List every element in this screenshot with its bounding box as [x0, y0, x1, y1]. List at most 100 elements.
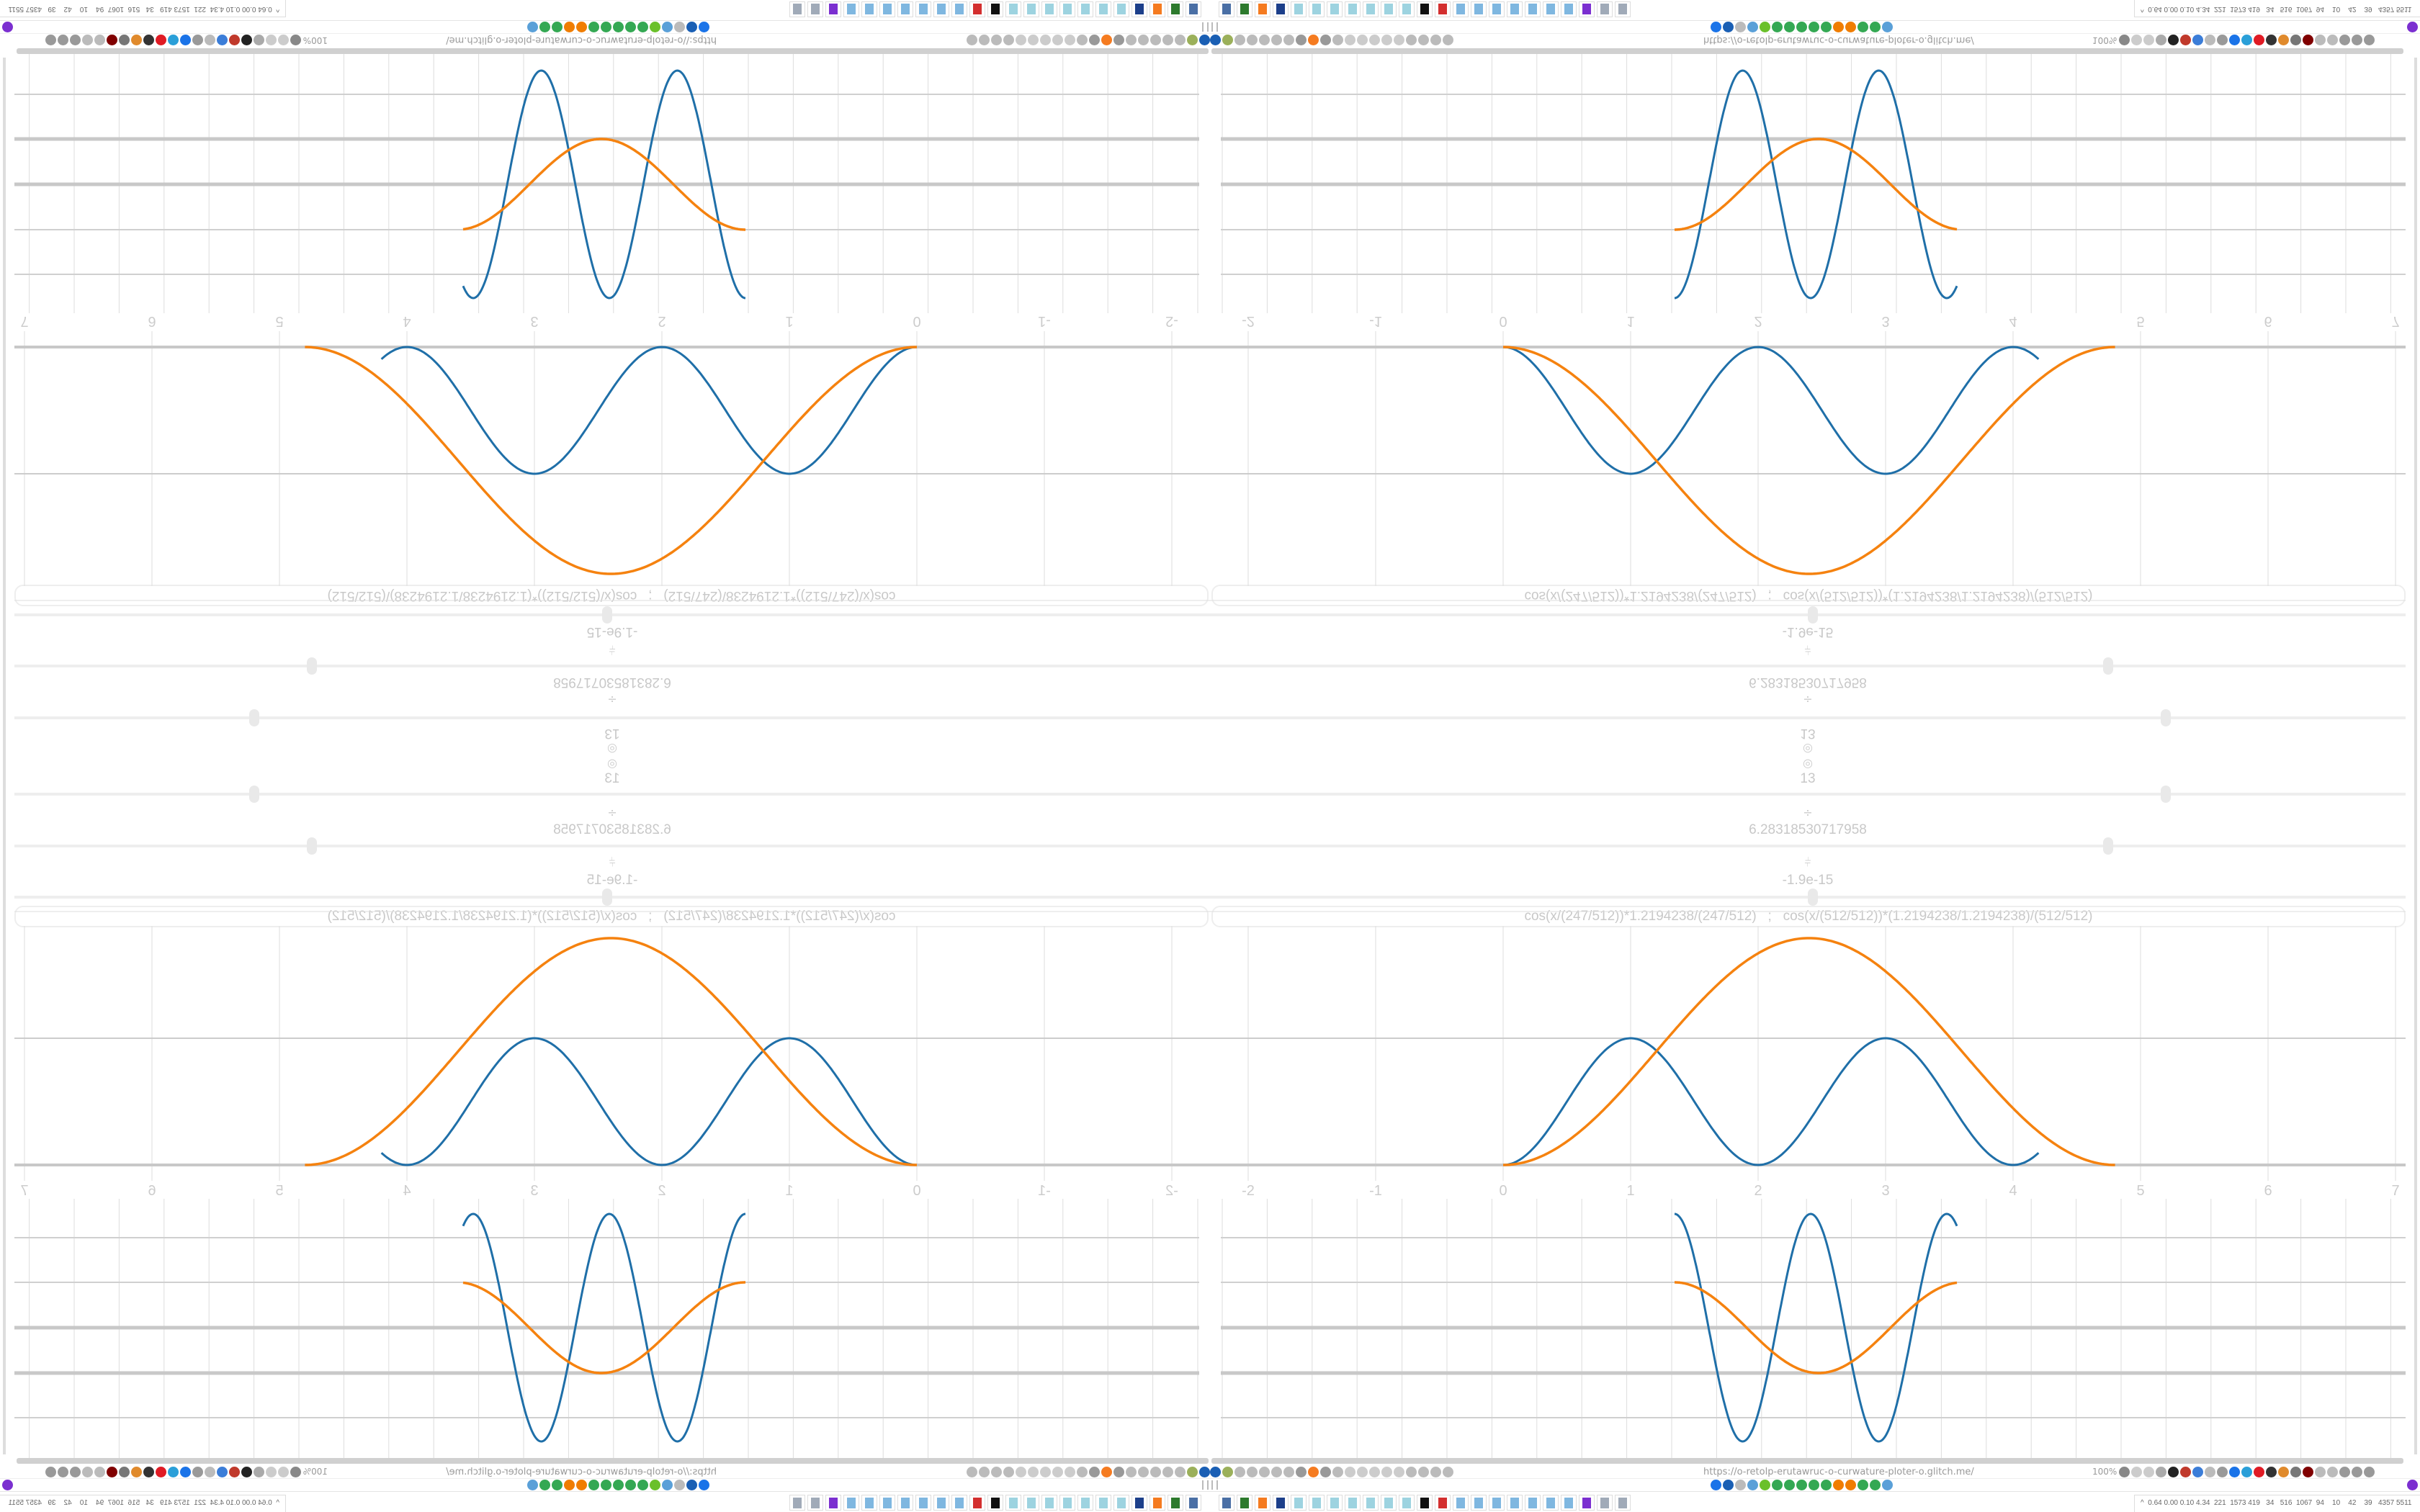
mute-icon[interactable] — [1735, 22, 1746, 32]
mouse-icon[interactable] — [2205, 1467, 2215, 1477]
translate-blue-icon[interactable] — [217, 1467, 228, 1477]
taskbar-app[interactable] — [1186, 1495, 1201, 1511]
puzzle-icon[interactable] — [2339, 35, 2350, 45]
globe-icon[interactable] — [1077, 35, 1088, 45]
translate-icon[interactable] — [290, 35, 301, 45]
zoom-level[interactable]: 100% — [2092, 1467, 2118, 1477]
google-icon[interactable] — [1772, 22, 1783, 32]
archive-icon[interactable] — [2290, 1467, 2301, 1477]
taskbar-app[interactable] — [1615, 1495, 1631, 1511]
url-bar[interactable]: https://o-retolp-erutawruc-o-curwature-p… — [446, 1467, 717, 1477]
taskbar-app[interactable] — [1023, 1495, 1039, 1511]
gear-orange-icon[interactable] — [576, 1480, 587, 1490]
y-icon[interactable] — [1199, 1467, 1210, 1477]
star-icon[interactable] — [2131, 35, 2142, 45]
wrench-icon[interactable] — [2352, 35, 2362, 45]
horizontal-scrollbar[interactable] — [17, 1458, 1209, 1464]
gear-icon[interactable] — [2217, 1467, 2228, 1477]
plus-icon[interactable] — [180, 35, 191, 45]
taskbar-app[interactable] — [897, 1495, 913, 1511]
snowflake-icon[interactable] — [1882, 22, 1893, 32]
mute-icon[interactable] — [674, 1480, 685, 1490]
url-bar[interactable]: https://o-retolp-erutawruc-o-curwature-p… — [1703, 1467, 1974, 1477]
gear-orange-icon[interactable] — [576, 22, 587, 32]
archive-icon[interactable] — [2290, 35, 2301, 45]
dot-icon[interactable] — [1357, 1467, 1368, 1477]
taskbar-app[interactable] — [1345, 1495, 1361, 1511]
taskbar-app[interactable] — [807, 1, 823, 17]
taskbar-app[interactable] — [933, 1, 949, 17]
taskbar-app[interactable] — [1237, 1495, 1252, 1511]
taskbar-app[interactable] — [1381, 1, 1397, 17]
gear-orange-icon[interactable] — [564, 1480, 575, 1490]
taskbar-app[interactable] — [1059, 1, 1075, 17]
record-icon[interactable] — [156, 35, 166, 45]
taskbar-app[interactable] — [1150, 1495, 1165, 1511]
settings-icon[interactable] — [2364, 1467, 2375, 1477]
vertical-scrollbar[interactable] — [2414, 58, 2417, 756]
headphones-icon[interactable] — [1271, 35, 1282, 45]
share-icon[interactable] — [2278, 1467, 2289, 1477]
pen-icon[interactable] — [2180, 35, 2191, 45]
taskbar-app[interactable] — [1543, 1, 1559, 17]
translate-icon[interactable] — [2119, 1467, 2130, 1477]
taskbar-app[interactable] — [879, 1, 895, 17]
headphones-icon[interactable] — [1271, 1467, 1282, 1477]
globe-icon[interactable] — [1162, 35, 1173, 45]
taskbar-app[interactable] — [1489, 1, 1505, 17]
mouse-icon[interactable] — [205, 35, 215, 45]
taskbar-app[interactable] — [1059, 1495, 1075, 1511]
forward-icon[interactable] — [2143, 1467, 2154, 1477]
taskbar-app[interactable] — [987, 1495, 1003, 1511]
trash-icon[interactable] — [2266, 35, 2277, 45]
plus-icon[interactable] — [2229, 1467, 2240, 1477]
headphones-icon[interactable] — [1259, 1467, 1270, 1477]
gear-icon[interactable] — [1089, 1467, 1100, 1477]
dot-icon[interactable] — [1381, 1467, 1392, 1477]
slider[interactable] — [1210, 888, 2406, 906]
mail-icon[interactable] — [1711, 1480, 1721, 1490]
globe-icon[interactable] — [1247, 35, 1258, 45]
reload-icon[interactable] — [254, 35, 264, 45]
pocket-icon[interactable] — [2241, 35, 2252, 45]
wrench-icon[interactable] — [1113, 1467, 1124, 1477]
dot-icon[interactable] — [1065, 35, 1075, 45]
gear-orange-icon[interactable] — [1845, 22, 1856, 32]
taskbar-app[interactable] — [861, 1, 877, 17]
wrench-icon[interactable] — [1113, 35, 1124, 45]
taskbar-app[interactable] — [1077, 1, 1093, 17]
archive-icon[interactable] — [119, 1467, 130, 1477]
globe-icon[interactable] — [1234, 35, 1245, 45]
y-icon[interactable] — [1199, 35, 1210, 45]
gear-orange-icon[interactable] — [1833, 1480, 1844, 1490]
globe-icon[interactable] — [1077, 1467, 1088, 1477]
taskbar-app[interactable] — [1005, 1, 1021, 17]
zoom-level[interactable]: 100% — [302, 35, 328, 45]
share-icon[interactable] — [131, 1467, 142, 1477]
back-icon[interactable] — [1418, 35, 1429, 45]
taskbar-app[interactable] — [1327, 1495, 1343, 1511]
taskbar-app[interactable] — [825, 1495, 841, 1511]
taskbar-app[interactable] — [1381, 1495, 1397, 1511]
taskbar-app[interactable] — [1363, 1, 1379, 17]
firefox-icon[interactable] — [1101, 35, 1112, 45]
taskbar-app[interactable] — [825, 1, 841, 17]
ublock-icon[interactable] — [107, 1467, 117, 1477]
trash-icon[interactable] — [143, 1467, 154, 1477]
gear-orange-icon[interactable] — [1845, 1480, 1856, 1490]
gear-icon[interactable] — [1320, 1467, 1331, 1477]
taskbar-app[interactable] — [951, 1495, 967, 1511]
google-icon[interactable] — [1796, 22, 1807, 32]
snowflake-icon[interactable] — [527, 22, 538, 32]
globe-icon[interactable] — [1283, 35, 1294, 45]
mute-icon[interactable] — [674, 22, 685, 32]
taskbar-app[interactable] — [1453, 1, 1469, 17]
google-icon[interactable] — [1784, 22, 1795, 32]
pen-icon[interactable] — [229, 1467, 240, 1477]
pocket-icon[interactable] — [168, 35, 179, 45]
dot-icon[interactable] — [1016, 35, 1026, 45]
taskbar-app[interactable] — [1095, 1, 1111, 17]
folder-icon[interactable] — [1003, 1467, 1014, 1477]
gear-orange-icon[interactable] — [564, 22, 575, 32]
lock-icon[interactable] — [1443, 35, 1453, 45]
